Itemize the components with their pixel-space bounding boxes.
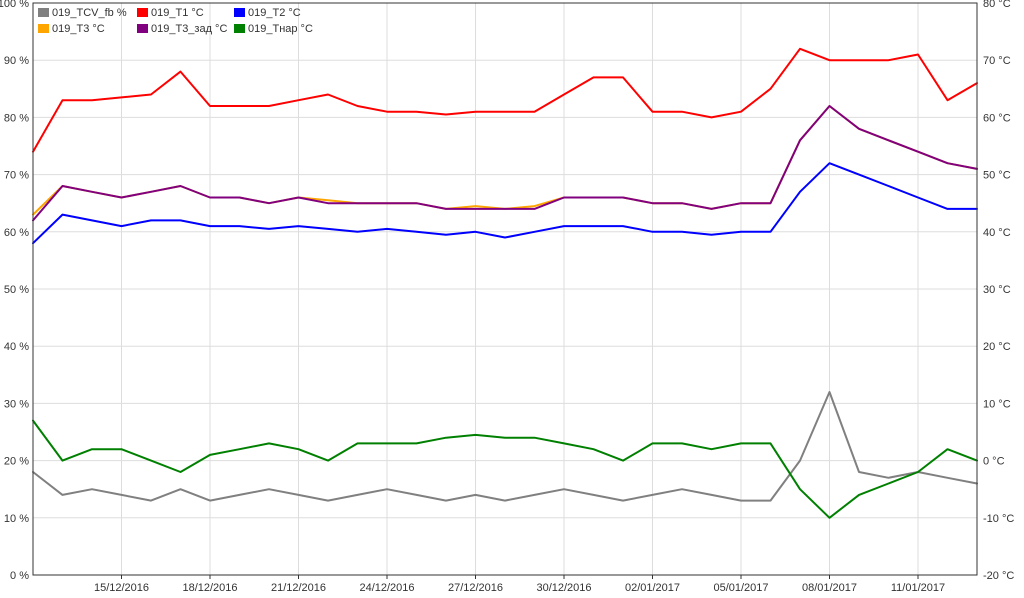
right-tick-label: 60 °C bbox=[983, 112, 1011, 124]
series-line-6 bbox=[32, 419, 978, 519]
legend: 019_TCV_fb % 019_T1 °C 019_T2 °C 019_T3 °C 0… bbox=[38, 7, 313, 35]
right-tick-label: 20 °C bbox=[983, 341, 1011, 353]
right-tick-label: 70 °C bbox=[983, 55, 1011, 67]
legend-label: 019_T1 °C bbox=[151, 7, 204, 19]
legend-label: 019_TCV_fb % bbox=[52, 7, 127, 19]
legend-swatch bbox=[234, 24, 245, 33]
series-lines bbox=[32, 47, 978, 519]
legend-swatch bbox=[38, 24, 49, 33]
right-tick-label: -10 °C bbox=[983, 513, 1014, 525]
series-line-2 bbox=[32, 47, 978, 153]
right-tick-label: 40 °C bbox=[983, 227, 1011, 239]
right-tick-label: -20 °C bbox=[983, 570, 1014, 582]
left-tick-label: 0 % bbox=[10, 570, 29, 582]
left-tick-label: 30 % bbox=[4, 398, 29, 410]
x-tick-label: 05/01/2017 bbox=[713, 582, 768, 594]
series-line-3 bbox=[32, 162, 978, 245]
right-tick-label: 80 °C bbox=[983, 0, 1011, 10]
x-tick-label: 24/12/2016 bbox=[359, 582, 414, 594]
x-tick-label: 02/01/2017 bbox=[625, 582, 680, 594]
series-line-5 bbox=[32, 105, 978, 222]
left-tick-label: 20 % bbox=[4, 456, 29, 468]
x-tick-label: 30/12/2016 bbox=[536, 582, 591, 594]
x-tick-label: 11/01/2017 bbox=[891, 582, 945, 594]
x-tick-label: 18/12/2016 bbox=[182, 582, 237, 594]
left-tick-label: 10 % bbox=[4, 513, 29, 525]
right-tick-label: 30 °C bbox=[983, 284, 1011, 296]
legend-swatch bbox=[38, 8, 49, 17]
legend-swatch bbox=[234, 8, 245, 17]
plot-area-frame bbox=[32, 2, 978, 576]
legend-label: 019_Тнар °C bbox=[248, 23, 313, 35]
left-tick-label: 40 % bbox=[4, 341, 29, 353]
right-tick-label: 10 °C bbox=[983, 398, 1011, 410]
legend-swatch bbox=[137, 24, 148, 33]
x-tick-label: 27/12/2016 bbox=[448, 582, 503, 594]
left-tick-label: 100 % bbox=[0, 0, 29, 10]
legend-swatch bbox=[137, 8, 148, 17]
series-line-4 bbox=[32, 105, 978, 216]
left-tick-label: 50 % bbox=[4, 284, 29, 296]
x-tick-label: 08/01/2017 bbox=[802, 582, 857, 594]
right-axis-ticks: -20 °C -10 °C 0 °C 10 °C 20 °C 30 °C 40 °C 50 °… bbox=[983, 0, 1014, 582]
legend-label: 019_T3_зад °C bbox=[151, 23, 227, 35]
right-tick-label: 0 °C bbox=[983, 456, 1005, 468]
left-axis-ticks: 0 % 10 % 20 % 30 % 40 % 50 % 60 % 70 % 80 % 90 % 1… bbox=[0, 0, 29, 582]
grid-lines bbox=[33, 2, 977, 576]
x-axis-ticks: 15/12/2016 18/12/2016 21/12/2016 24/12/2016… bbox=[94, 575, 945, 594]
left-tick-label: 90 % bbox=[4, 55, 29, 67]
right-tick-label: 50 °C bbox=[983, 170, 1011, 182]
legend-label: 019_T3 °C bbox=[52, 23, 105, 35]
x-tick-label: 15/12/2016 bbox=[94, 582, 149, 594]
left-tick-label: 80 % bbox=[4, 112, 29, 124]
left-tick-label: 60 % bbox=[4, 227, 29, 239]
series-line-1 bbox=[32, 391, 978, 502]
x-tick-label: 21/12/2016 bbox=[271, 582, 326, 594]
left-tick-label: 70 % bbox=[4, 170, 29, 182]
legend-label: 019_T2 °C bbox=[248, 7, 301, 19]
